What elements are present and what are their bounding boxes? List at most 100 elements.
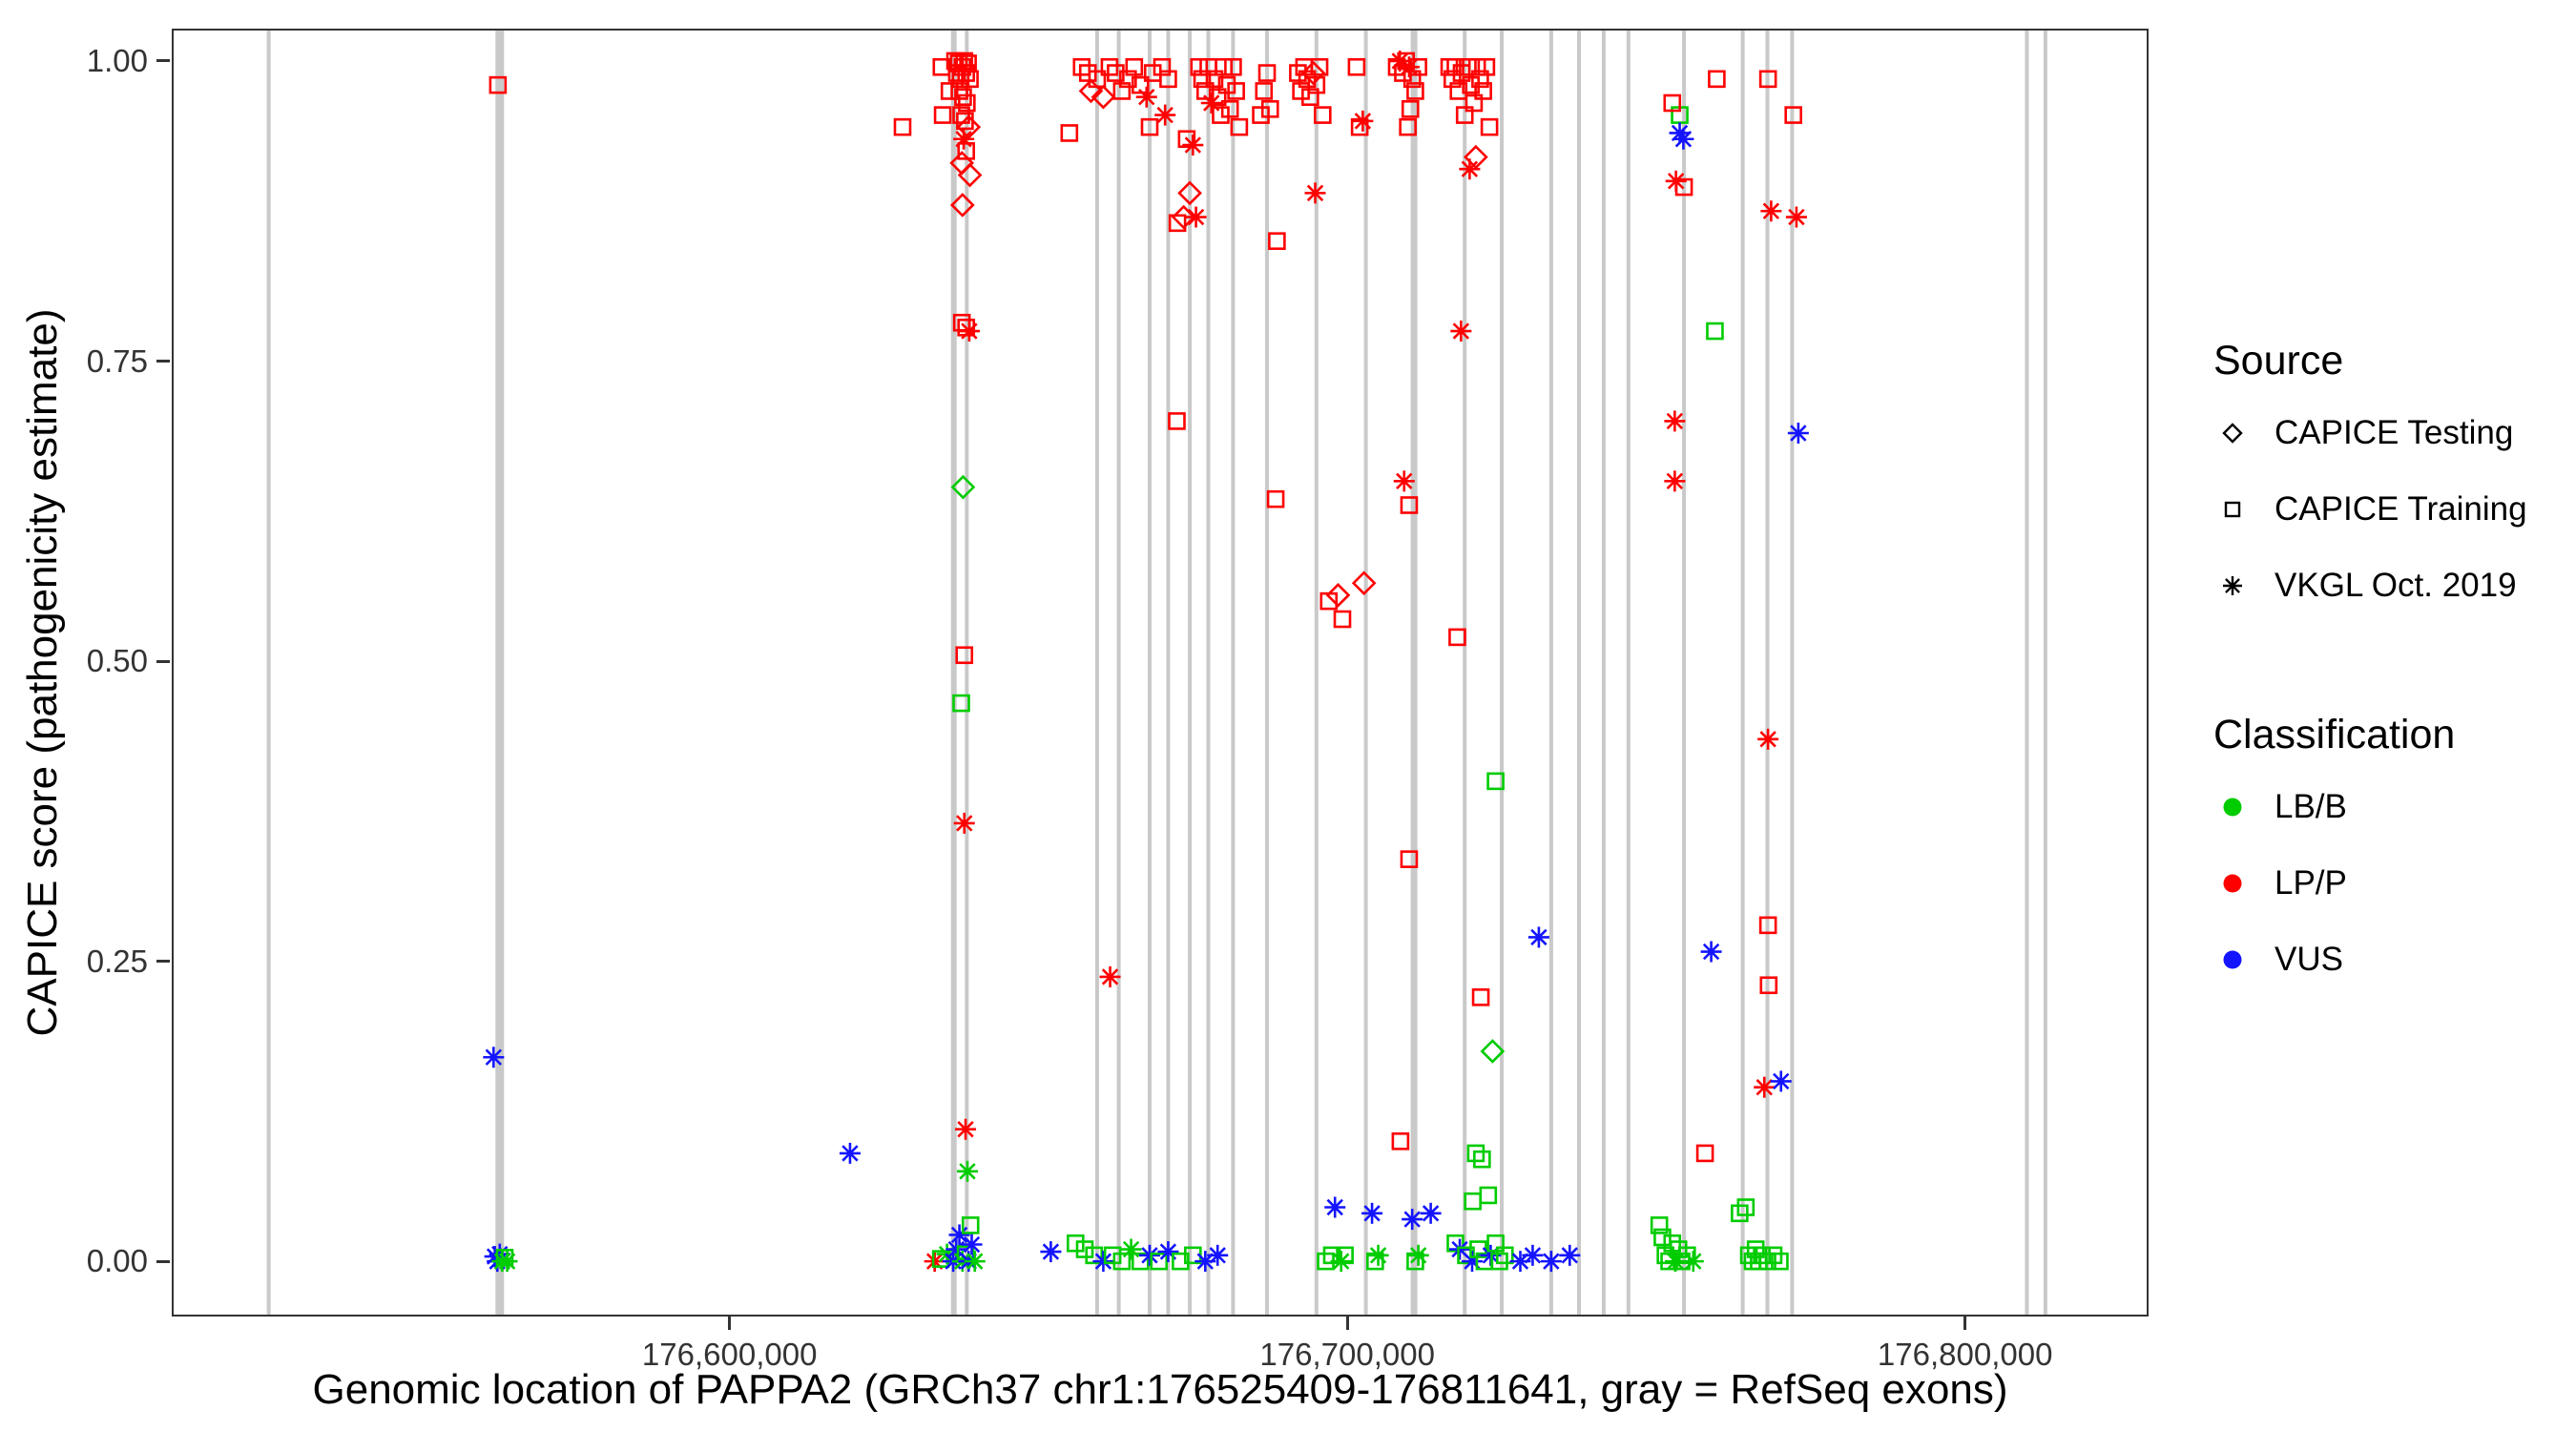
refseq-exon-line <box>1206 29 1211 1317</box>
refseq-exon-line <box>1314 29 1319 1317</box>
legend-item-lb-b-label: LB/B <box>2275 788 2347 825</box>
data-point <box>1758 70 1777 89</box>
refseq-exon-line <box>1577 29 1582 1317</box>
refseq-exon-line <box>1548 29 1553 1317</box>
data-point <box>1706 321 1724 341</box>
data-point <box>1486 772 1505 791</box>
refseq-exon-line <box>1790 29 1795 1317</box>
refseq-exon-line <box>1231 29 1236 1317</box>
data-point <box>1406 82 1424 100</box>
data-point <box>1091 84 1116 110</box>
refseq-exon-line <box>1363 29 1368 1317</box>
data-point <box>1700 941 1722 963</box>
x-axis-title: Genomic location of PAPPA2 (GRCh37 chr1:… <box>312 1366 2008 1413</box>
data-point <box>1177 130 1196 149</box>
data-point <box>1361 1202 1383 1224</box>
data-point <box>1559 1244 1581 1266</box>
data-point <box>1480 117 1499 136</box>
data-point <box>1496 1246 1514 1265</box>
data-point <box>1672 128 1694 150</box>
data-point <box>924 1251 945 1273</box>
data-point <box>1653 1228 1672 1247</box>
data-point <box>1479 1186 1498 1205</box>
refseq-exon-line <box>1601 29 1606 1317</box>
data-point <box>1182 135 1204 156</box>
data-point <box>1257 64 1277 82</box>
data-point <box>1072 57 1091 76</box>
data-point <box>1307 75 1326 94</box>
plot-panel <box>266 29 2047 1317</box>
legend-item-asterisk: VKGL Oct. 2019 <box>2213 548 2576 624</box>
data-point <box>1092 1251 1114 1273</box>
data-point <box>483 1047 505 1068</box>
data-point <box>1298 70 1317 89</box>
data-point <box>1746 1240 1765 1258</box>
data-point <box>952 694 970 713</box>
data-point <box>961 70 979 89</box>
y-tick-mark <box>156 1259 170 1263</box>
data-point <box>1336 1246 1354 1265</box>
x-tick-label: 176,700,000 <box>1259 1337 1435 1372</box>
legend-item-lb-b-marker <box>2213 788 2275 826</box>
data-point <box>1159 70 1177 89</box>
data-point <box>1753 1246 1771 1265</box>
data-point <box>1758 916 1777 935</box>
data-point <box>1289 64 1307 82</box>
data-point <box>1135 86 1157 108</box>
refseq-exon-line <box>2043 29 2047 1317</box>
data-point <box>1448 628 1466 647</box>
y-tick-label: 0.25 <box>86 943 148 979</box>
refseq-exon-line <box>1265 29 1270 1317</box>
dot-icon <box>2223 798 2242 817</box>
y-tick-label: 0.50 <box>86 643 148 679</box>
data-point <box>1446 57 1465 76</box>
data-point <box>1450 321 1472 342</box>
data-point <box>1131 75 1150 94</box>
y-tick-label: 0.00 <box>86 1243 148 1279</box>
refseq-exon-line <box>266 29 271 1317</box>
legend-item-asterisk-marker <box>2213 567 2275 605</box>
data-point <box>1224 57 1242 76</box>
data-point <box>955 52 974 71</box>
data-point <box>1474 82 1492 100</box>
data-point <box>958 321 980 342</box>
x-tick-label: 176,800,000 <box>1877 1337 2053 1372</box>
legend-item-vus-marker <box>2213 941 2275 979</box>
data-point <box>1471 988 1490 1006</box>
data-point <box>1193 70 1212 89</box>
data-point <box>1119 70 1137 89</box>
data-point <box>1140 117 1159 136</box>
data-point <box>1678 1246 1696 1265</box>
diamond-icon <box>2222 423 2243 444</box>
refseq-exon-line <box>1682 29 1687 1317</box>
refseq-exon-line <box>1166 29 1171 1317</box>
data-point <box>955 646 974 665</box>
data-point <box>1185 206 1207 228</box>
data-point <box>1420 1202 1442 1224</box>
legend: Source CAPICE Testing CAPICE Training VKGL… <box>2213 336 2576 998</box>
data-point <box>1300 60 1326 86</box>
legend-item-square-label: CAPICE Training <box>2275 490 2527 528</box>
refseq-exon-line <box>950 29 957 1317</box>
legend-item-diamond-marker <box>2213 414 2275 452</box>
data-point <box>1154 104 1176 126</box>
data-point <box>1268 232 1286 250</box>
data-point <box>1324 1196 1346 1218</box>
data-point <box>1663 93 1682 113</box>
legend-item-lp-p-marker <box>2213 864 2275 902</box>
data-point <box>1085 1246 1104 1265</box>
data-point <box>1682 1251 1704 1273</box>
data-point <box>1760 200 1782 222</box>
data-point <box>1490 1252 1508 1271</box>
data-point <box>1409 57 1427 76</box>
data-point <box>1400 496 1419 514</box>
data-point <box>1208 88 1227 107</box>
data-point <box>1663 1234 1682 1253</box>
y-tick-mark <box>156 659 170 663</box>
refseq-exon-line <box>1147 29 1152 1317</box>
refseq-exon-line <box>1410 29 1418 1317</box>
data-point <box>1759 976 1778 995</box>
legend-classification-items: LB/B LP/P VUS <box>2213 769 2576 998</box>
data-point <box>954 88 972 107</box>
data-point <box>1190 57 1209 76</box>
